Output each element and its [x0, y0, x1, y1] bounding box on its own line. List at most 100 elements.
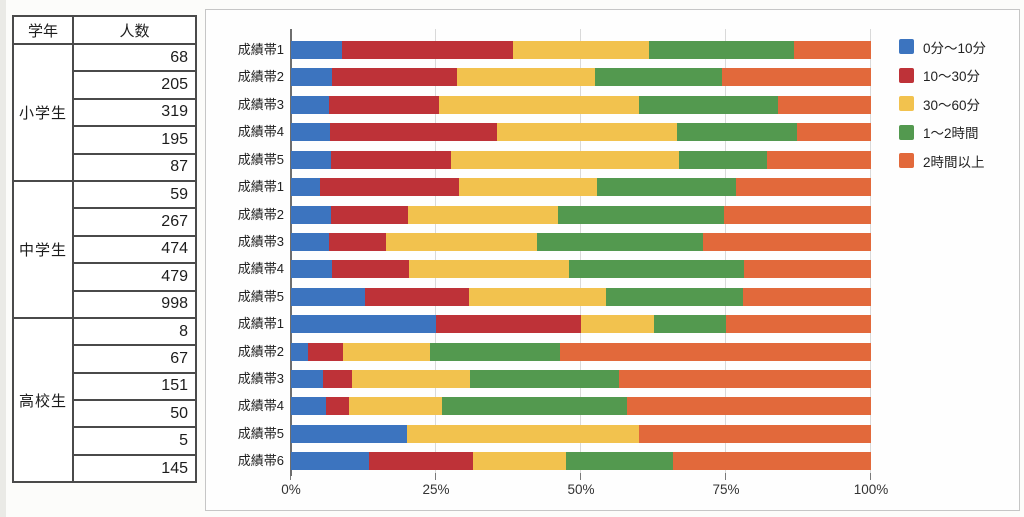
count-cell: 67 [72, 344, 197, 374]
bar-row [291, 315, 871, 334]
bar-segment [743, 260, 871, 279]
bar-segment [439, 95, 639, 114]
category-label: 成績帯4 [237, 398, 284, 414]
bar-segment [308, 342, 344, 361]
bar-segment [291, 123, 330, 142]
bar-segment [469, 370, 620, 389]
x-axis-tick-label: 25% [422, 482, 450, 497]
bar-segment [332, 260, 410, 279]
bar-segment [702, 232, 871, 251]
category-label: 成績帯5 [237, 288, 284, 304]
bar-row [291, 452, 871, 471]
table-row: 151 [13, 371, 197, 402]
col-header-count: 人数 [72, 15, 197, 45]
axis-tick [870, 473, 871, 480]
table-body: 小学生 68 205 319 195 87 中学生 59 267 474 479 998 高校生 8 67 1… [12, 42, 197, 484]
bar-segment [328, 232, 387, 251]
bar-row [291, 150, 871, 169]
bar-row [291, 287, 871, 306]
table-header-row: 学年 人数 [12, 15, 197, 45]
bar-row [291, 342, 871, 361]
legend-swatch [899, 124, 914, 140]
legend-item: 1〜2時間 [899, 124, 986, 141]
gridline [435, 29, 436, 473]
bar-segment [352, 370, 470, 389]
table-row: 67 [13, 344, 197, 374]
count-cell: 998 [72, 289, 197, 319]
bar-row [291, 205, 871, 224]
bar-segment [291, 287, 366, 306]
bar-segment [323, 370, 353, 389]
legend-item: 10〜30分 [899, 67, 986, 84]
bar-segment [677, 123, 797, 142]
bar-segment [796, 123, 871, 142]
bar-segment [343, 342, 430, 361]
bar-segment [638, 95, 778, 114]
count-cell: 474 [72, 234, 197, 265]
bar-segment [537, 232, 703, 251]
bar-segment [627, 397, 871, 416]
bar-segment [365, 287, 470, 306]
bar-segment [743, 287, 871, 306]
bar-segment [726, 315, 871, 334]
bar-segment [325, 397, 349, 416]
bar-segment [767, 150, 871, 169]
bar-segment [291, 370, 324, 389]
bar-row [291, 178, 871, 197]
bar-segment [291, 205, 332, 224]
student-count-table: 学年 人数 小学生 68 205 319 195 87 中学生 59 267 474 479 998 高… [12, 15, 197, 484]
category-label: 成績帯5 [237, 425, 284, 441]
bar-row [291, 41, 871, 59]
category-label: 成績帯6 [237, 453, 284, 469]
bar-segment [793, 41, 871, 59]
gridline [580, 29, 581, 473]
bar-segment [451, 150, 679, 169]
bar-row [291, 260, 871, 279]
bar-row [291, 424, 871, 443]
legend-label: 2時間以上 [923, 154, 985, 170]
bar-segment [436, 315, 581, 334]
legend-item: 2時間以上 [899, 153, 986, 170]
count-cell: 5 [72, 426, 197, 456]
bar-row [291, 123, 871, 142]
bar-segment [605, 287, 744, 306]
grade-cell: 高校生 [12, 316, 74, 484]
gridline [725, 29, 726, 473]
category-label: 成績帯2 [237, 69, 284, 85]
bar-segment [639, 424, 871, 443]
bar-segment [386, 232, 538, 251]
count-cell: 479 [72, 262, 197, 292]
bar-segment [291, 68, 333, 87]
legend-swatch [899, 67, 914, 83]
category-label: 成績帯3 [237, 233, 284, 249]
bar-segment [456, 68, 596, 87]
count-cell: 50 [72, 399, 197, 429]
table-row: 205 [13, 70, 197, 100]
bar-segment [595, 68, 722, 87]
table-row: 87 [13, 152, 197, 182]
count-cell: 59 [72, 179, 197, 210]
bar-segment [329, 123, 497, 142]
bar-segment [723, 205, 871, 224]
category-label: 成績帯2 [237, 343, 284, 359]
grade-cell: 中学生 [12, 179, 74, 319]
legend-item: 30〜60分 [899, 96, 986, 113]
table-row: 479 [13, 262, 197, 292]
bar-segment [407, 205, 559, 224]
table-row: 145 [13, 453, 197, 484]
scan-edge-artifact [0, 0, 6, 517]
legend-label: 0分〜10分 [923, 40, 987, 56]
count-cell: 205 [72, 70, 197, 100]
axis-tick [725, 473, 726, 480]
bar-segment [679, 150, 768, 169]
count-cell: 151 [72, 371, 197, 402]
legend-label: 30〜60分 [923, 97, 981, 113]
table-row: 267 [13, 207, 197, 237]
bar-segment [581, 315, 654, 334]
count-cell: 267 [72, 207, 197, 237]
table-row: 50 [13, 399, 197, 429]
bar-segment [441, 397, 628, 416]
bar-segment [559, 342, 871, 361]
bar-segment [409, 260, 569, 279]
x-axis-tick-label: 0% [281, 482, 301, 497]
